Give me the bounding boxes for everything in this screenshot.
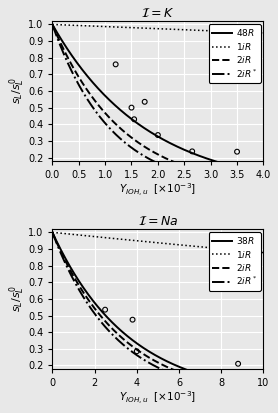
1$iR$: [210, 28, 213, 33]
48$R$: [175, 144, 178, 149]
2$iR^*$: [51, 230, 54, 235]
Point: [135, 348, 139, 355]
1$iR$: [192, 28, 195, 33]
48$R$: [88, 76, 91, 81]
38$R$: [175, 363, 178, 368]
Line: 2$iR^*$: 2$iR^*$: [52, 24, 264, 186]
2$iR$: [210, 380, 213, 385]
2$iR$: [146, 146, 150, 151]
48$R$: [146, 128, 150, 133]
2$iR^*$: [146, 360, 150, 365]
2$iR$: [192, 375, 195, 380]
1$iR$: [146, 26, 150, 31]
1$iR$: [262, 250, 265, 255]
2$iR$: [51, 22, 54, 27]
2$iR^*$: [262, 390, 265, 395]
Line: 1$iR$: 1$iR$: [52, 233, 264, 253]
2$iR$: [51, 230, 54, 235]
2$iR^*$: [175, 373, 178, 378]
Line: 48$R$: 48$R$: [52, 24, 264, 173]
1$iR$: [88, 24, 91, 28]
2$iR$: [192, 166, 195, 171]
Point: [235, 148, 239, 155]
1$iR$: [105, 24, 108, 29]
X-axis label: $Y_{\mathit{IOH},u}$  $[\times10^{-3}]$: $Y_{\mathit{IOH},u}$ $[\times10^{-3}]$: [119, 181, 197, 198]
2$iR^*$: [88, 100, 91, 105]
Legend: 38$R$, 1$iR$, 2$iR$, 2$iR^*$: 38$R$, 1$iR$, 2$iR$, 2$iR^*$: [208, 232, 261, 291]
Point: [132, 116, 136, 123]
2$iR^*$: [210, 383, 213, 388]
38$R$: [146, 348, 150, 353]
Point: [142, 98, 147, 105]
Legend: 48$R$, 1$iR$, 2$iR$, 2$iR^*$: 48$R$, 1$iR$, 2$iR$, 2$iR^*$: [208, 24, 261, 83]
2$iR^*$: [192, 173, 195, 178]
Line: 38$R$: 38$R$: [52, 233, 264, 388]
Y-axis label: $s_L/s_L^0$: $s_L/s_L^0$: [7, 285, 26, 312]
1$iR$: [262, 31, 265, 36]
2$iR^*$: [88, 304, 91, 309]
48$R$: [192, 151, 195, 156]
Point: [130, 316, 135, 323]
Y-axis label: $s_L/s_L^0$: $s_L/s_L^0$: [7, 78, 26, 104]
Line: 2$iR$: 2$iR$: [52, 233, 264, 391]
2$iR$: [262, 388, 265, 393]
2$iR$: [262, 180, 265, 185]
2$iR$: [105, 320, 108, 325]
Line: 1$iR$: 1$iR$: [52, 24, 264, 33]
1$iR$: [51, 22, 54, 27]
48$R$: [262, 171, 265, 176]
Title: $\mathcal{I} = K$: $\mathcal{I} = K$: [141, 7, 175, 20]
2$iR$: [175, 161, 178, 166]
1$iR$: [105, 235, 108, 240]
48$R$: [210, 157, 213, 162]
38$R$: [262, 386, 265, 391]
2$iR^*$: [175, 169, 178, 173]
38$R$: [210, 375, 213, 380]
38$R$: [105, 314, 108, 319]
38$R$: [192, 370, 195, 375]
Point: [113, 61, 118, 68]
2$iR^*$: [262, 184, 265, 189]
Line: 2$iR^*$: 2$iR^*$: [52, 233, 264, 393]
38$R$: [88, 294, 91, 299]
2$iR^*$: [192, 378, 195, 383]
Point: [236, 361, 240, 367]
2$iR^*$: [51, 22, 54, 27]
2$iR$: [88, 91, 91, 96]
2$iR^*$: [105, 122, 108, 127]
38$R$: [51, 230, 54, 235]
2$iR$: [105, 112, 108, 117]
2$iR^*$: [210, 177, 213, 182]
2$iR^*$: [146, 156, 150, 161]
1$iR$: [175, 27, 178, 32]
2$iR^*$: [105, 326, 108, 331]
1$iR$: [192, 244, 195, 249]
1$iR$: [175, 242, 178, 247]
Point: [103, 306, 107, 313]
1$iR$: [51, 230, 54, 235]
Title: $\mathcal{I} = Na$: $\mathcal{I} = Na$: [138, 215, 178, 228]
48$R$: [51, 22, 54, 27]
2$iR$: [88, 299, 91, 304]
Point: [129, 104, 134, 111]
2$iR$: [175, 369, 178, 374]
1$iR$: [146, 240, 150, 244]
Point: [190, 148, 194, 155]
X-axis label: $Y_{\mathit{IOH},u}$  $[\times10^{-3}]$: $Y_{\mathit{IOH},u}$ $[\times10^{-3}]$: [119, 389, 197, 406]
1$iR$: [88, 234, 91, 239]
48$R$: [105, 95, 108, 100]
Point: [156, 132, 160, 138]
Line: 2$iR$: 2$iR$: [52, 24, 264, 183]
1$iR$: [210, 245, 213, 250]
2$iR$: [146, 354, 150, 359]
2$iR$: [210, 171, 213, 176]
